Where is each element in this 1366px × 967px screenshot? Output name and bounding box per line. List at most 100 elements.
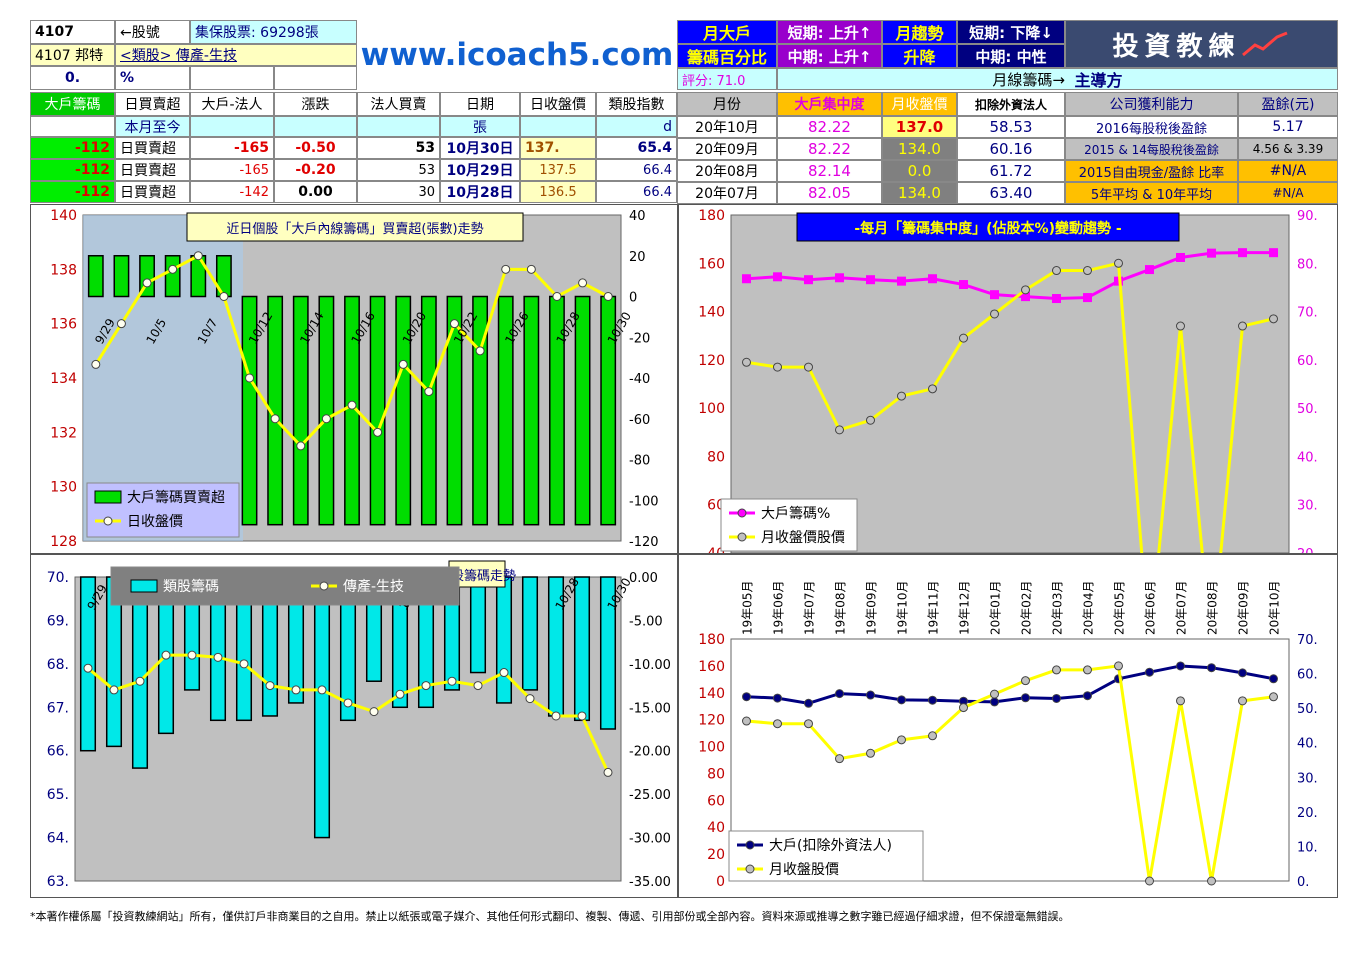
y-tick-left: 134 bbox=[50, 371, 77, 387]
y-tick-right: 90. bbox=[1297, 209, 1318, 224]
bar bbox=[369, 295, 386, 526]
point bbox=[1269, 314, 1278, 324]
point bbox=[424, 387, 434, 397]
y-tick-right: 0.00 bbox=[629, 571, 658, 586]
y-tick-right: 40 bbox=[629, 209, 646, 224]
point bbox=[347, 400, 357, 410]
y-tick-right: -100 bbox=[629, 494, 659, 509]
legend-swatch bbox=[130, 579, 158, 593]
legend-box bbox=[720, 498, 858, 552]
bar bbox=[395, 295, 412, 526]
footer-disclaimer: *本著作權係屬「投資教練網站」所有，僅供訂戶非商業目的之自用。禁止以紙張或電子媒… bbox=[30, 910, 1070, 923]
point bbox=[1083, 293, 1092, 303]
table-cell: #N/A bbox=[1238, 182, 1338, 204]
x-tick-label: 20年05月 bbox=[1113, 580, 1127, 635]
logo: 投資教練 bbox=[1065, 20, 1338, 68]
category-link[interactable]: <類股> 傳產-生技 bbox=[115, 44, 357, 66]
blank-cell bbox=[190, 66, 274, 90]
point bbox=[1269, 692, 1278, 702]
point bbox=[835, 425, 844, 435]
table-cell: 日買賣超 bbox=[115, 159, 190, 181]
x-tick-label: 20年06月 bbox=[1144, 580, 1158, 635]
chart-daily-big-holder: 128 130 132 134 136 138 140 -120 -100 -80 -60 -40 -2… bbox=[30, 204, 678, 554]
point bbox=[296, 441, 306, 451]
point bbox=[897, 391, 906, 401]
x-tick-label: 20年08月 bbox=[1206, 580, 1220, 635]
legend-marker bbox=[319, 581, 329, 591]
x-tick-label: 20年02月 bbox=[1020, 580, 1034, 635]
bar bbox=[292, 295, 309, 526]
table-cell: 82.22 bbox=[777, 116, 882, 138]
subheader-cell bbox=[520, 116, 596, 137]
x-tick-label: 19年08月 bbox=[834, 580, 848, 635]
point bbox=[835, 754, 844, 764]
point bbox=[577, 711, 587, 721]
table-cell: -165 bbox=[190, 137, 274, 159]
point bbox=[109, 685, 119, 695]
point bbox=[804, 698, 813, 708]
point bbox=[1145, 667, 1154, 677]
table-cell: 日買賣超 bbox=[115, 137, 190, 159]
subheader-cell bbox=[190, 116, 274, 137]
subheader-cell bbox=[274, 116, 357, 137]
trend-up-icon bbox=[1241, 31, 1288, 57]
point bbox=[187, 650, 197, 660]
legend-marker bbox=[103, 516, 113, 526]
col-header: 盈餘(元) bbox=[1238, 92, 1338, 116]
table-cell: 0.00 bbox=[274, 181, 357, 203]
point bbox=[1114, 258, 1123, 268]
table-cell: 10月30日 bbox=[440, 137, 520, 159]
point bbox=[866, 415, 875, 425]
point bbox=[773, 362, 782, 372]
point bbox=[990, 290, 999, 300]
table-cell: 66.4 bbox=[596, 159, 677, 181]
point bbox=[552, 292, 562, 301]
chart-monthly-big-holder-ex-foreign: 0 20 40 60 80 100 120 140 160 180 0. 10. 20. 30. 40. 50… bbox=[678, 554, 1338, 898]
subheader-cell: d bbox=[596, 116, 677, 137]
point bbox=[421, 681, 431, 691]
table-cell: 66.4 bbox=[596, 181, 677, 203]
y-tick-left: 40 bbox=[707, 820, 725, 836]
stock-code: 4107 bbox=[30, 20, 115, 44]
point bbox=[270, 414, 280, 424]
dominant-label: 主導方 bbox=[1074, 71, 1123, 90]
point bbox=[91, 359, 101, 369]
blank-cell bbox=[274, 66, 357, 90]
point bbox=[161, 650, 171, 660]
col-header: 大戶集中度 bbox=[777, 92, 882, 116]
point bbox=[804, 719, 813, 729]
x-tick-label: 19年12月 bbox=[958, 580, 972, 635]
point bbox=[1238, 696, 1247, 706]
bar bbox=[523, 295, 540, 526]
table-cell: -0.50 bbox=[274, 137, 357, 159]
point bbox=[213, 652, 223, 662]
x-tick-label: 20年01月 bbox=[989, 580, 1003, 635]
col-header: 日買賣超 bbox=[115, 92, 190, 116]
y-tick-left: 68. bbox=[47, 657, 69, 673]
x-tick-label: 20年04月 bbox=[1082, 580, 1096, 635]
y-tick-left: 20 bbox=[707, 847, 725, 863]
table-cell: -142 bbox=[190, 181, 274, 203]
bar bbox=[599, 576, 617, 730]
point bbox=[1207, 876, 1216, 886]
table-cell: 2016每股稅後盈餘 bbox=[1065, 116, 1238, 138]
legend-marker bbox=[745, 864, 755, 874]
point bbox=[168, 264, 178, 274]
bar bbox=[113, 255, 130, 298]
point bbox=[1021, 285, 1030, 295]
bar bbox=[318, 295, 335, 526]
chart-daily-big-holder-svg: 128 130 132 134 136 138 140 -120 -100 -80 -60 -40 -2… bbox=[50, 208, 659, 550]
chart-monthly-big-holder-ex-foreign-svg: 0 20 40 60 80 100 120 140 160 180 0. 10. 20. 30. 40. 50… bbox=[698, 580, 1318, 890]
point bbox=[959, 333, 968, 343]
site-url[interactable]: www.icoach5.com bbox=[360, 37, 674, 73]
point bbox=[742, 692, 751, 702]
y-tick-right: 20. bbox=[1297, 806, 1318, 821]
chart-sector-chips: 63. 64. 65. 66. 67. 68. 69. 70. -35.00 -30.00 -25.… bbox=[30, 554, 678, 898]
monthly-big-holder: 月大戶 bbox=[677, 20, 777, 44]
table-cell: 137.0 bbox=[882, 116, 957, 138]
point bbox=[897, 276, 906, 286]
y-tick-right: -25.00 bbox=[629, 788, 671, 803]
table-cell: 134.0 bbox=[882, 182, 957, 204]
table-cell: -165 bbox=[190, 159, 274, 181]
point bbox=[369, 707, 379, 717]
